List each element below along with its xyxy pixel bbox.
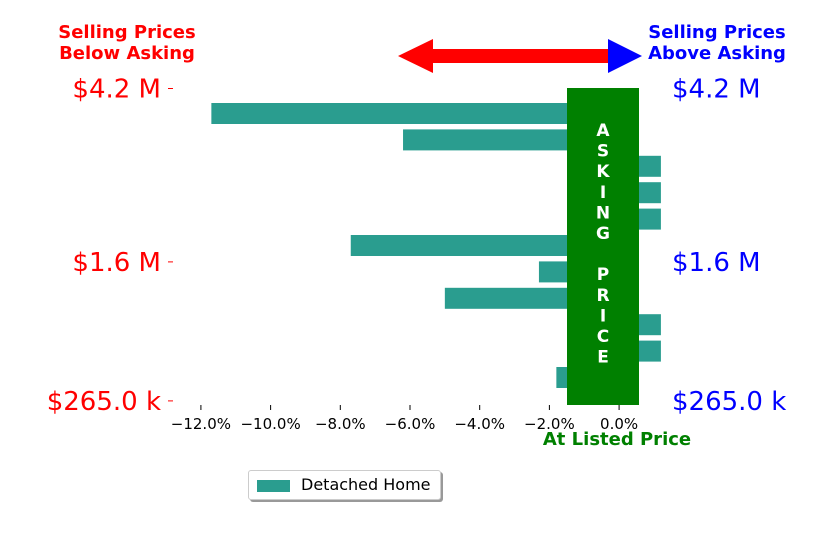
y-ticks-right: $4.2 M $1.6 M $265.0 k [672,75,786,417]
x-tick-label: −8.0% [315,415,366,433]
above-asking-header-line-1: Selling Prices [648,22,786,43]
x-tick-label: −2.0% [524,415,575,433]
x-axis: −12.0% −10.0% −8.0% −6.0% −4.0% −2.0% 0.0% [171,405,638,433]
x-tick-label: 0.0% [600,415,638,433]
y-tick-label-right: $265.0 k [672,387,786,417]
y-tick-label-right: $1.6 M [672,248,761,278]
legend: Detached Home [248,470,441,500]
below-asking-header-line-1: Selling Prices [58,22,196,43]
bar [350,235,620,256]
arrow-left-head [398,39,433,73]
below-asking-header-line-2: Below Asking [59,43,195,64]
legend-label: Detached Home [301,475,431,494]
legend-swatch [257,480,290,492]
x-axis-label: At Listed Price [543,429,691,450]
arrow-left-shaft [431,49,614,63]
above-asking-header-line-2: Above Asking [648,43,786,64]
above-asking-header: Selling Prices Above Asking [627,22,807,64]
y-tick-label-left: $265.0 k [47,387,161,417]
arrow-right-head [608,39,642,73]
y-tick-label-left: $1.6 M [72,248,161,278]
bar [403,129,620,151]
y-ticks-left: $4.2 M $1.6 M $265.0 k [47,75,173,417]
asking-price-band [567,88,639,405]
x-tick-label: −10.0% [240,415,300,433]
x-tick-label: −12.0% [171,415,231,433]
x-tick-label: −4.0% [454,415,505,433]
below-asking-header: Selling Prices Below Asking [37,22,217,64]
y-tick-label-right: $4.2 M [672,75,761,105]
x-tick-label: −6.0% [385,415,436,433]
y-tick-label-left: $4.2 M [72,75,161,105]
direction-arrow [398,39,642,73]
bar [211,103,620,124]
